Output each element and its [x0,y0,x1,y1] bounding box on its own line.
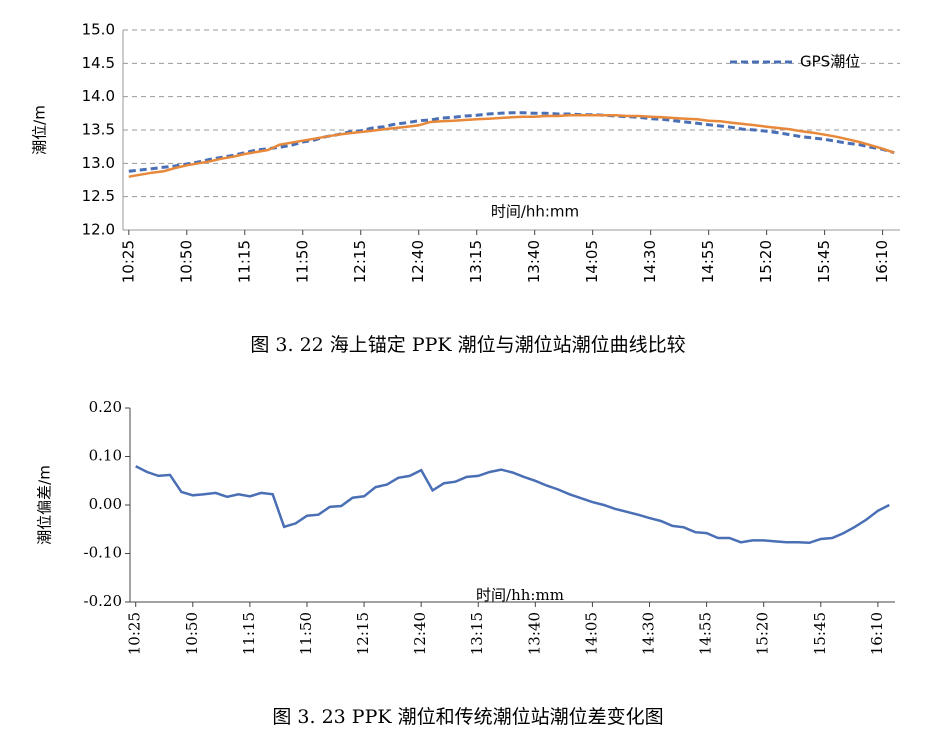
y-tick-label: -0.20 [84,592,122,610]
x-tick-label: 11:15 [235,240,253,283]
x-tick-label: 12:40 [411,612,429,655]
x-tick-label: 16:10 [873,240,891,283]
y-tick-label: -0.10 [84,544,122,562]
caption: 图 3. 22 海上锚定 PPK 潮位与潮位站潮位曲线比较 [250,334,685,356]
x-tick-label: 10:25 [119,240,137,283]
y-tick-label: 0.10 [89,447,122,465]
x-tick-label: 11:50 [297,612,315,655]
series-line [128,111,895,173]
y-tick-label: 13.5 [82,121,115,139]
x-tick-label: 12:40 [409,240,427,283]
x-tick-label: 14:05 [583,240,601,283]
x-tick-label: 10:25 [126,612,144,655]
x-tick-label: 14:30 [640,612,658,655]
x-tick-label: 15:20 [757,240,775,283]
y-tick-label: 12.5 [82,187,115,205]
y-tick-label: 13.0 [82,154,115,172]
x-tick-label: 13:15 [467,240,485,283]
x-tick-label: 13:15 [468,612,486,655]
x-tick-label: 13:40 [525,240,543,283]
series-line [135,465,890,545]
x-tick-label: 12:15 [351,240,369,283]
y-tick-label: 14.0 [82,87,115,105]
x-tick-label: 14:05 [582,612,600,655]
y-axis-label: 潮位/m [31,105,49,155]
y-axis-label: 潮位偏差/m [36,465,54,545]
y-tick-label: 14.5 [82,54,115,72]
x-tick-label: 15:45 [811,612,829,655]
y-tick-label: 15.0 [82,21,115,39]
x-tick-label: 13:40 [525,612,543,655]
x-tick-label: 14:55 [697,612,715,655]
x-tick-label: 14:30 [641,240,659,283]
x-axis-label: 时间/hh:mm [491,203,579,221]
x-tick-label: 10:50 [177,240,195,283]
x-tick-label: 15:45 [815,240,833,283]
x-tick-label: 15:20 [754,612,772,655]
legend-label: GPS潮位 [800,53,860,71]
x-tick-label: 10:50 [183,612,201,655]
y-tick-label: 0.00 [89,495,122,513]
caption: 图 3. 23 PPK 潮位和传统潮位站潮位差变化图 [272,706,663,728]
x-tick-label: 16:10 [868,612,886,655]
x-tick-label: 11:50 [293,240,311,283]
x-tick-label: 11:15 [240,612,258,655]
x-tick-label: 12:15 [354,612,372,655]
x-tick-label: 14:55 [699,240,717,283]
y-tick-label: 12.0 [82,221,115,239]
y-tick-label: 0.20 [89,398,122,416]
x-axis-label: 时间/hh:mm [476,586,564,604]
series-line [128,114,895,178]
